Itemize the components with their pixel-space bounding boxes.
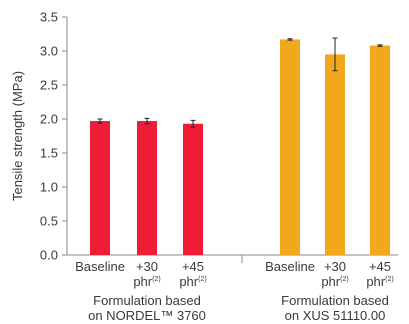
category-label-text: phr	[366, 274, 385, 289]
y-tick-label: 1.0	[40, 180, 58, 195]
bar	[280, 39, 300, 255]
category-label-text: Baseline	[75, 259, 125, 274]
category-label-text: +30	[136, 259, 158, 274]
group-label: on XUS 51110.00	[285, 308, 386, 323]
bar	[90, 121, 110, 255]
category-label-text: phr	[179, 274, 198, 289]
bar	[183, 123, 203, 255]
axes: 0.0 0.5 1.0 1.5 2.0 2.5 3.0 3.5 Tensile strength…	[10, 10, 398, 263]
footnote-marker: (2)	[152, 276, 161, 283]
category-label: phr(2)	[133, 274, 160, 289]
category-label-text: phr	[133, 274, 152, 289]
bars	[90, 37, 390, 256]
category-label: +30	[136, 259, 158, 274]
y-tick-label: 3.5	[40, 10, 58, 25]
footnote-marker: (2)	[198, 276, 207, 283]
category-label: phr(2)	[179, 274, 206, 289]
category-label: Baseline	[75, 259, 125, 274]
y-axis-title: Tensile strength (MPa)	[10, 71, 25, 201]
bar	[137, 121, 157, 255]
footnote-marker: (2)	[385, 276, 394, 283]
y-tick-label: 0.5	[40, 214, 58, 229]
group-label: Formulation based	[281, 293, 389, 308]
category-label: +45	[182, 259, 204, 274]
y-tick-label: 2.0	[40, 112, 58, 127]
bar	[325, 54, 345, 256]
y-tick-label: 0.0	[40, 248, 58, 263]
category-label-text: phr	[321, 274, 340, 289]
category-label-text: +45	[182, 259, 204, 274]
category-label: Baseline	[265, 259, 315, 274]
category-label: +45	[369, 259, 391, 274]
bar	[370, 45, 390, 256]
footnote-marker: (2)	[340, 276, 349, 283]
category-label-text: +45	[369, 259, 391, 274]
group-label: Formulation based	[93, 293, 201, 308]
group-label: on NORDEL™ 3760	[88, 308, 206, 323]
category-label: phr(2)	[366, 274, 393, 289]
category-label: +30	[324, 259, 346, 274]
category-label: phr(2)	[321, 274, 348, 289]
y-tick-label: 3.0	[40, 44, 58, 59]
category-label-text: Baseline	[265, 259, 315, 274]
category-label-text: +30	[324, 259, 346, 274]
y-tick-label: 2.5	[40, 78, 58, 93]
y-tick-label: 1.5	[40, 146, 58, 161]
